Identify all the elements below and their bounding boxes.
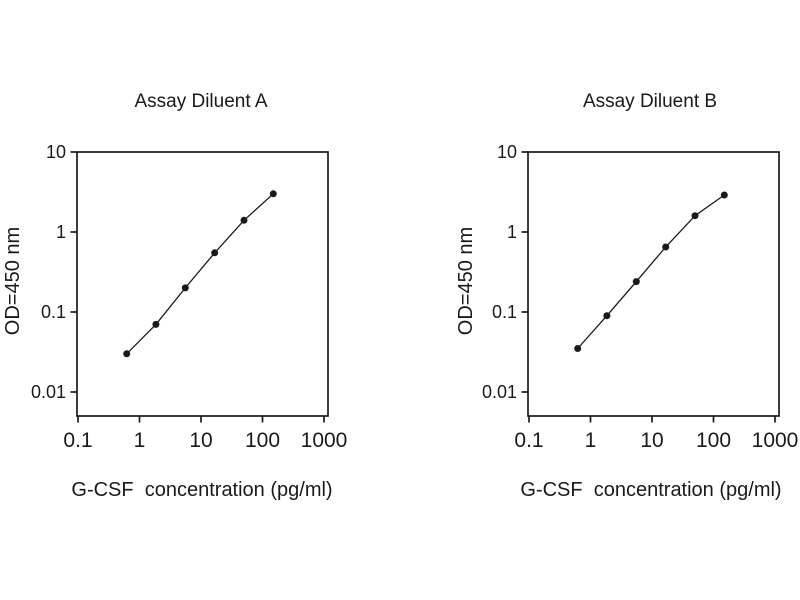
x-tick-label-b: 100 (696, 429, 731, 452)
data-point-b (691, 212, 699, 220)
x-tick-label-b: 0.1 (514, 429, 543, 452)
y-tick-label-b: 10 (497, 142, 517, 162)
chart-b-x-axis-label: G-CSF concentration (pg/ml) (520, 479, 782, 501)
y-tick-label-a: 10 (46, 142, 66, 162)
data-point-b (603, 312, 611, 320)
y-tick-label-b: 0.01 (482, 382, 517, 402)
series-line-b (577, 194, 725, 349)
data-point-b (662, 243, 670, 251)
chart-a-title: Assay Diluent A (134, 91, 268, 112)
data-point-a (123, 350, 131, 358)
data-point-a (269, 190, 277, 198)
data-point-a (240, 216, 248, 224)
x-tick-label-a: 100 (245, 429, 280, 452)
y-tick-label-a: 0.1 (41, 302, 66, 322)
series-line-a (126, 193, 274, 355)
data-point-b (720, 191, 728, 199)
x-tick-label-b: 10 (640, 429, 663, 452)
data-point-a (181, 284, 189, 292)
chart-a-y-axis-label: OD=450 nm (2, 226, 24, 336)
chart-a-x-axis-label: G-CSF concentration (pg/ml) (71, 479, 333, 501)
x-tick-label-a: 1 (134, 429, 146, 452)
y-tick-label-b: 0.1 (492, 302, 517, 322)
y-tick-label-b: 1 (507, 222, 517, 242)
data-point-a (211, 249, 219, 257)
data-point-b (632, 278, 640, 286)
x-tick-label-b: 1 (585, 429, 597, 452)
y-tick-label-a: 1 (56, 222, 66, 242)
x-tick-label-a: 0.1 (63, 429, 92, 452)
y-tick-label-a: 0.01 (31, 382, 66, 402)
data-point-a (152, 320, 160, 328)
chart-b-title: Assay Diluent B (582, 91, 718, 112)
plot-frame-a (76, 151, 329, 417)
x-tick-label-b: 1000 (752, 429, 799, 452)
x-tick-label-a: 1000 (301, 429, 348, 452)
data-point-b (574, 345, 582, 352)
x-tick-label-a: 10 (189, 429, 212, 452)
plot-frame-b (527, 151, 780, 417)
chart-b-y-axis-label: OD=450 nm (455, 226, 477, 336)
